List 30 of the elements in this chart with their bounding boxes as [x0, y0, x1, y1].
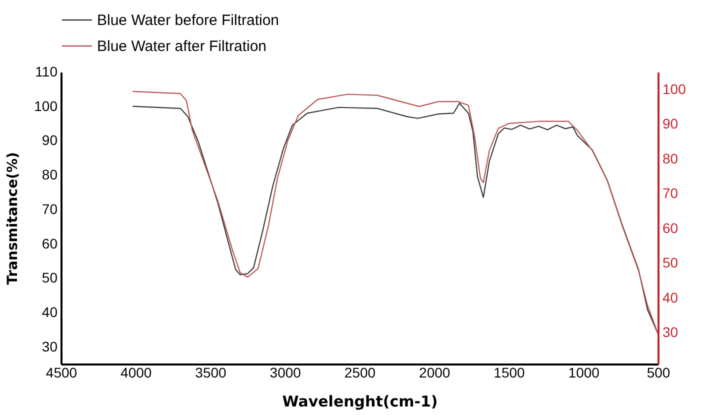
- legend-label: Blue Water before Filtration: [97, 12, 280, 29]
- x-tick-label: 1000: [568, 364, 600, 380]
- x-tick-label: 4000: [120, 364, 152, 380]
- x-tick-label: 1500: [494, 364, 526, 380]
- y2-tick-label: 50: [662, 254, 678, 271]
- x-axis-title: Wavelenght(cm-1): [282, 392, 438, 410]
- x-tick-label: 2500: [344, 364, 376, 380]
- y2-tick-label: 70: [662, 185, 678, 202]
- y2-tick-label: 80: [662, 150, 678, 166]
- y-tick-label: 110: [35, 64, 58, 80]
- x-tick-label: 3000: [270, 364, 302, 380]
- y2-tick-label: 90: [662, 116, 678, 132]
- x-tick-label: 3500: [195, 364, 227, 380]
- x-tick-label: 2000: [419, 364, 450, 380]
- y-tick-label: 40: [42, 304, 58, 320]
- y-tick-label: 90: [42, 132, 58, 148]
- y2-tick-label: 60: [662, 220, 678, 236]
- y-tick-label: 60: [42, 235, 58, 252]
- y-axis-title: Transmitance(%): [5, 152, 22, 285]
- y2-tick-label: 40: [662, 289, 678, 306]
- y-tick-label: 100: [34, 98, 58, 114]
- y-tick-label: 50: [42, 270, 58, 286]
- y-tick-label: 70: [42, 200, 58, 217]
- y2-tick-label: 100: [662, 80, 686, 97]
- y-tick-label: 30: [42, 338, 58, 354]
- y2-tick-label: 30: [662, 324, 678, 340]
- legend-label: Blue Water after Filtration: [97, 38, 267, 55]
- y-tick-label: 80: [42, 166, 58, 183]
- x-tick-label: 4500: [46, 364, 78, 380]
- x-tick-label: 500: [646, 364, 670, 380]
